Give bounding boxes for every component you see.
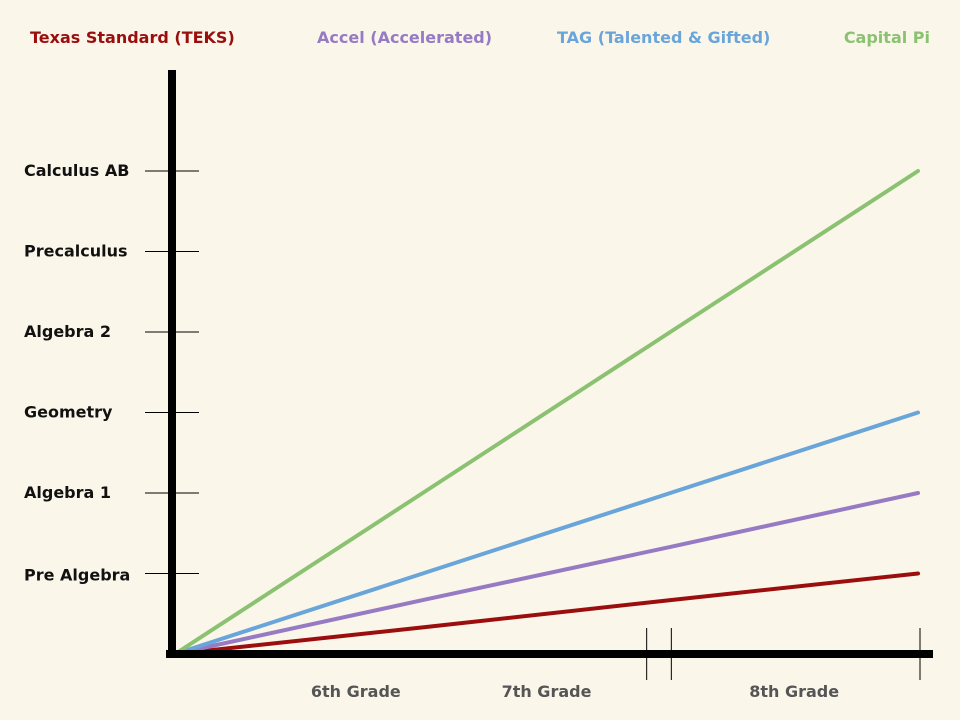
series-line-capital-pi bbox=[173, 169, 920, 656]
legend-item-texas-standard-teks: Texas Standard (TEKS) bbox=[30, 28, 235, 47]
y-tick-label-algebra-1: Algebra 1 bbox=[24, 483, 111, 502]
series-line-tag-talented-gifted bbox=[173, 410, 920, 656]
y-tick-label-pre-algebra: Pre Algebra bbox=[24, 566, 130, 585]
y-tick-label-geometry: Geometry bbox=[24, 403, 113, 422]
y-tick-label-algebra-2: Algebra 2 bbox=[24, 322, 111, 341]
y-tick-label-calculus-ab: Calculus AB bbox=[24, 161, 129, 180]
axes bbox=[166, 70, 933, 658]
series-lines bbox=[173, 169, 920, 656]
legend-item-tag-talented-gifted: TAG (Talented & Gifted) bbox=[557, 28, 770, 47]
series-line-texas-standard-teks bbox=[173, 571, 920, 656]
y-tick-label-precalculus: Precalculus bbox=[24, 242, 128, 261]
legend-item-capital-pi: Capital Pi bbox=[844, 28, 930, 47]
x-tick-label-8th-grade: 8th Grade bbox=[749, 682, 839, 701]
series-line-accel-accelerated bbox=[173, 491, 920, 656]
x-tick-label-7th-grade: 7th Grade bbox=[502, 682, 592, 701]
legend-item-accel-accelerated: Accel (Accelerated) bbox=[317, 28, 492, 47]
x-tick-label-6th-grade: 6th Grade bbox=[311, 682, 401, 701]
legend: Texas Standard (TEKS) Accel (Accelerated)… bbox=[30, 28, 930, 47]
tick-labels: Pre Algebra Algebra 1 Geometry Algebra 2 Pre… bbox=[24, 161, 839, 701]
